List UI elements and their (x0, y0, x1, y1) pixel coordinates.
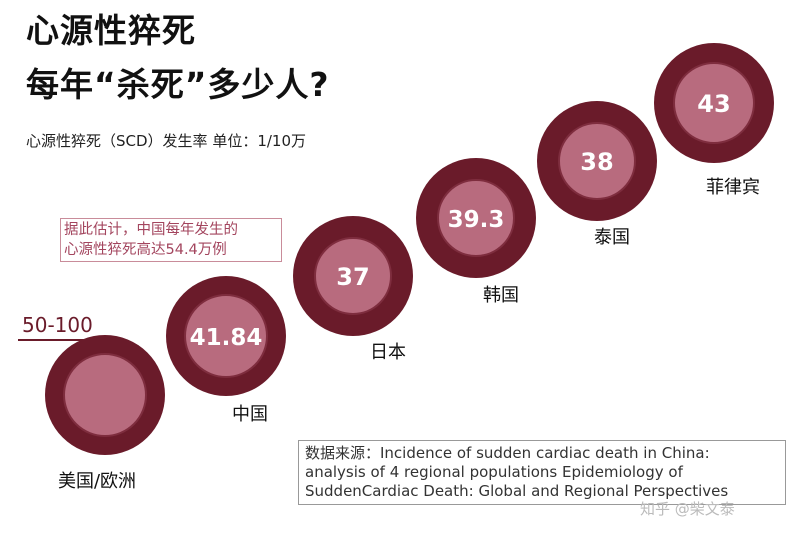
source-line-2: analysis of 4 regional populations Epide… (305, 463, 683, 481)
page-title-line-2: 每年“杀死”多少人? (26, 65, 330, 104)
bubble-0-inner (63, 353, 147, 437)
bubble-4-inner (558, 122, 636, 200)
watermark: 知乎 @柴文泰 (640, 500, 735, 518)
bubble-5-value-label: 43 (697, 90, 730, 118)
data-source-box: 数据来源：Incidence of sudden cardiac death i… (298, 440, 786, 505)
bubble-2-value-label: 37 (336, 263, 369, 291)
bubble-3-country-label: 韩国 (483, 285, 519, 306)
range-underline (18, 339, 96, 341)
bubble-4-country-label: 泰国 (594, 227, 630, 248)
bubble-1-inner (184, 294, 268, 378)
bubble-5-country-label: 菲律宾 (706, 177, 760, 198)
bubble-2-country-label: 日本 (370, 342, 406, 363)
bubble-1-country-label: 中国 (232, 404, 268, 425)
bubble-3-inner (437, 179, 515, 257)
callout-line-2: 心源性猝死高达54.4万例 (64, 242, 227, 258)
bubble-2-inner (314, 237, 392, 315)
source-line-1: 数据来源：Incidence of sudden cardiac death i… (305, 444, 710, 462)
bubble-0-country-label: 美国/欧洲 (58, 471, 136, 492)
bubble-1-value-label: 41.84 (190, 325, 263, 351)
page-title-line-1: 心源性猝死 (26, 11, 196, 50)
bubble-3-value-label: 39.3 (448, 207, 505, 233)
chart-subtitle: 心源性猝死（SCD）发生率 单位：1/10万 (26, 132, 306, 150)
bubble-4-value-label: 38 (580, 148, 613, 176)
us-europe-range-label: 50-100 (22, 313, 93, 337)
source-line-3: SuddenCardiac Death: Global and Regional… (305, 482, 729, 500)
callout-line-1: 据此估计，中国每年发生的 (64, 222, 238, 238)
bubble-5-inner (673, 62, 755, 144)
china-estimate-callout: 据此估计，中国每年发生的 心源性猝死高达54.4万例 (60, 218, 282, 262)
